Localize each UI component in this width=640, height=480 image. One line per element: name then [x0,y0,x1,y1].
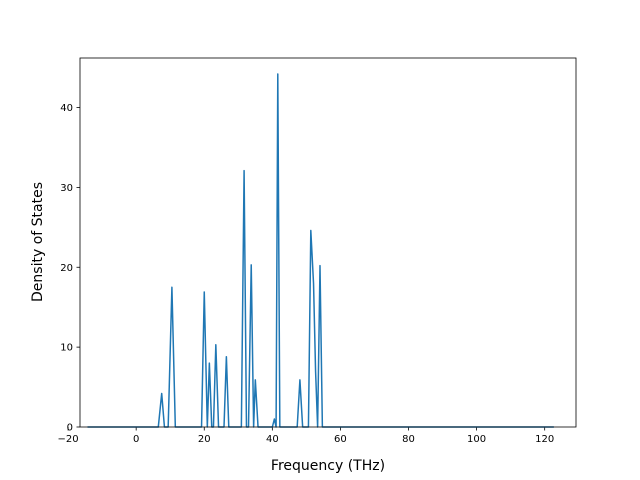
x-tick-label: 60 [334,434,347,445]
y-axis-label: Density of States [30,182,46,302]
x-tick-label: 120 [535,434,554,445]
y-tick-label: 20 [60,263,73,274]
plot-area [80,58,576,427]
x-tick-label: 20 [198,434,211,445]
y-tick-label: 30 [60,183,73,194]
x-tick-label: −20 [58,434,79,445]
x-axis-label: Frequency (THz) [271,458,385,474]
y-axis-ticks: 0 10 20 30 40 [60,103,80,434]
x-tick-label: 100 [467,434,486,445]
x-tick-label: 40 [266,434,279,445]
x-tick-label: 80 [402,434,415,445]
x-axis-ticks: −20 0 20 40 60 80 100 120 [58,427,554,445]
y-tick-label: 40 [60,103,73,114]
y-tick-label: 10 [60,343,73,354]
plot-frame [79,57,577,428]
y-tick-label: 0 [67,423,73,434]
x-tick-label: 0 [133,434,139,445]
